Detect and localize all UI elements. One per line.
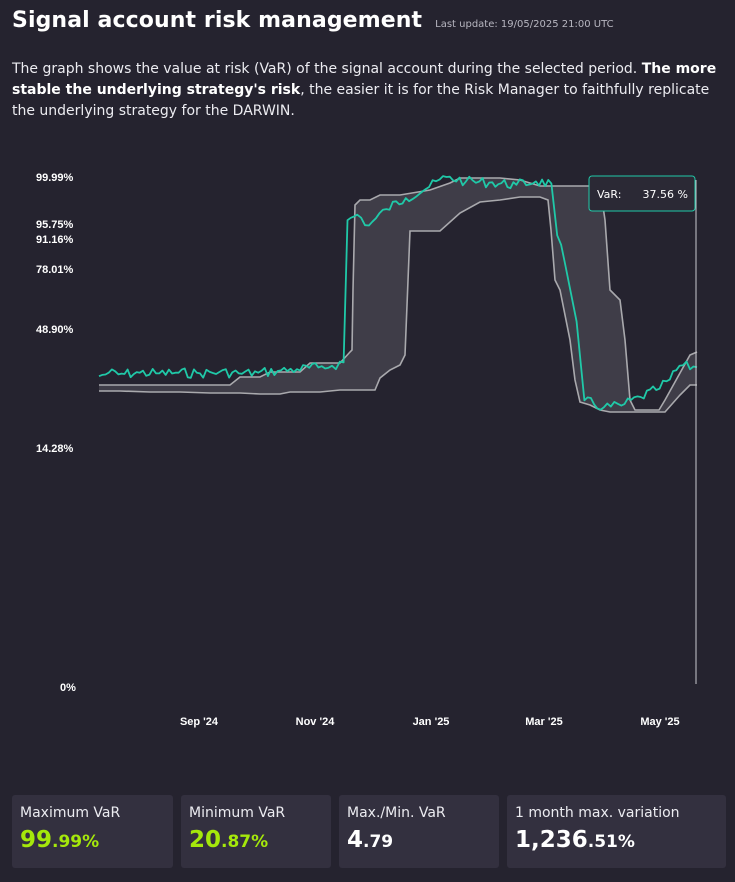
risk-band-upper-edge [99, 177, 698, 411]
tooltip-label: VaR: [597, 188, 621, 201]
stat-value-int: 1,236 [515, 827, 588, 853]
y-tick-label: 95.75% [36, 219, 74, 231]
var-chart[interactable]: 99.99% 95.75% 91.16% 78.01% 48.90% 14.28… [0, 150, 735, 740]
y-tick-label: 0% [60, 682, 76, 694]
last-update: Last update: 19/05/2025 21:00 UTC [435, 19, 614, 30]
description-emphasis: The more stable the underlying strategy'… [12, 61, 717, 98]
stat-label: 1 month max. variation [515, 805, 680, 821]
stat-label: Max./Min. VaR [347, 805, 446, 821]
stat-value-dec: .51% [587, 832, 635, 852]
y-tick-label: 99.99% [36, 172, 74, 184]
stat-value: 99.99% [20, 827, 165, 855]
x-axis: Sep '24 Nov '24 Jan '25 Mar '25 May '25 [180, 716, 680, 728]
x-tick-label: Nov '24 [296, 716, 336, 728]
y-tick-label: 78.01% [36, 264, 74, 276]
stat-card-max-min-var: Max./Min. VaR 4.79 [339, 795, 499, 868]
y-tick-label: 91.16% [36, 234, 74, 246]
var-tooltip: VaR: 37.56 % [588, 175, 696, 212]
description-text-end: , the easier it is for the Risk Manager … [12, 82, 710, 119]
stat-card-month-variation: 1 month max. variation 1,236.51% [507, 795, 726, 868]
stat-card-max-var: Maximum VaR 99.99% [12, 795, 173, 868]
stat-label: Maximum VaR [20, 805, 121, 821]
stat-value-dec: .99% [52, 832, 100, 852]
stat-value: 1,236.51% [515, 827, 718, 855]
stat-value-dec: .79 [363, 832, 394, 852]
x-tick-label: Sep '24 [180, 716, 219, 728]
description-text: The graph shows the value at risk (VaR) … [12, 61, 642, 77]
x-tick-label: Mar '25 [525, 716, 562, 728]
stat-value-int: 99 [20, 827, 53, 853]
stats-row: Maximum VaR 99.99% Minimum VaR 20.87% Ma… [12, 795, 726, 868]
y-tick-label: 14.28% [36, 443, 74, 455]
var-series-line [98, 175, 698, 411]
stat-card-min-var: Minimum VaR 20.87% [181, 795, 331, 868]
stat-value: 4.79 [347, 827, 491, 855]
y-axis: 99.99% 95.75% 91.16% 78.01% 48.90% 14.28… [36, 172, 76, 694]
x-tick-label: Jan '25 [413, 716, 450, 728]
chart-description: The graph shows the value at risk (VaR) … [12, 59, 732, 122]
stat-value: 20.87% [189, 827, 323, 855]
stat-label: Minimum VaR [189, 805, 286, 821]
tooltip-value: 37.56 % [643, 188, 688, 201]
stat-value-int: 4 [347, 827, 364, 853]
risk-band-lower-edge [99, 196, 697, 413]
tooltip-box [588, 175, 696, 212]
x-tick-label: May '25 [640, 716, 679, 728]
stat-value-int: 20 [189, 827, 222, 853]
risk-band-area [99, 178, 697, 412]
y-tick-label: 48.90% [36, 324, 74, 336]
stat-value-dec: .87% [221, 832, 269, 852]
header: Signal account risk management Last upda… [12, 8, 614, 33]
page-title: Signal account risk management [12, 8, 423, 33]
